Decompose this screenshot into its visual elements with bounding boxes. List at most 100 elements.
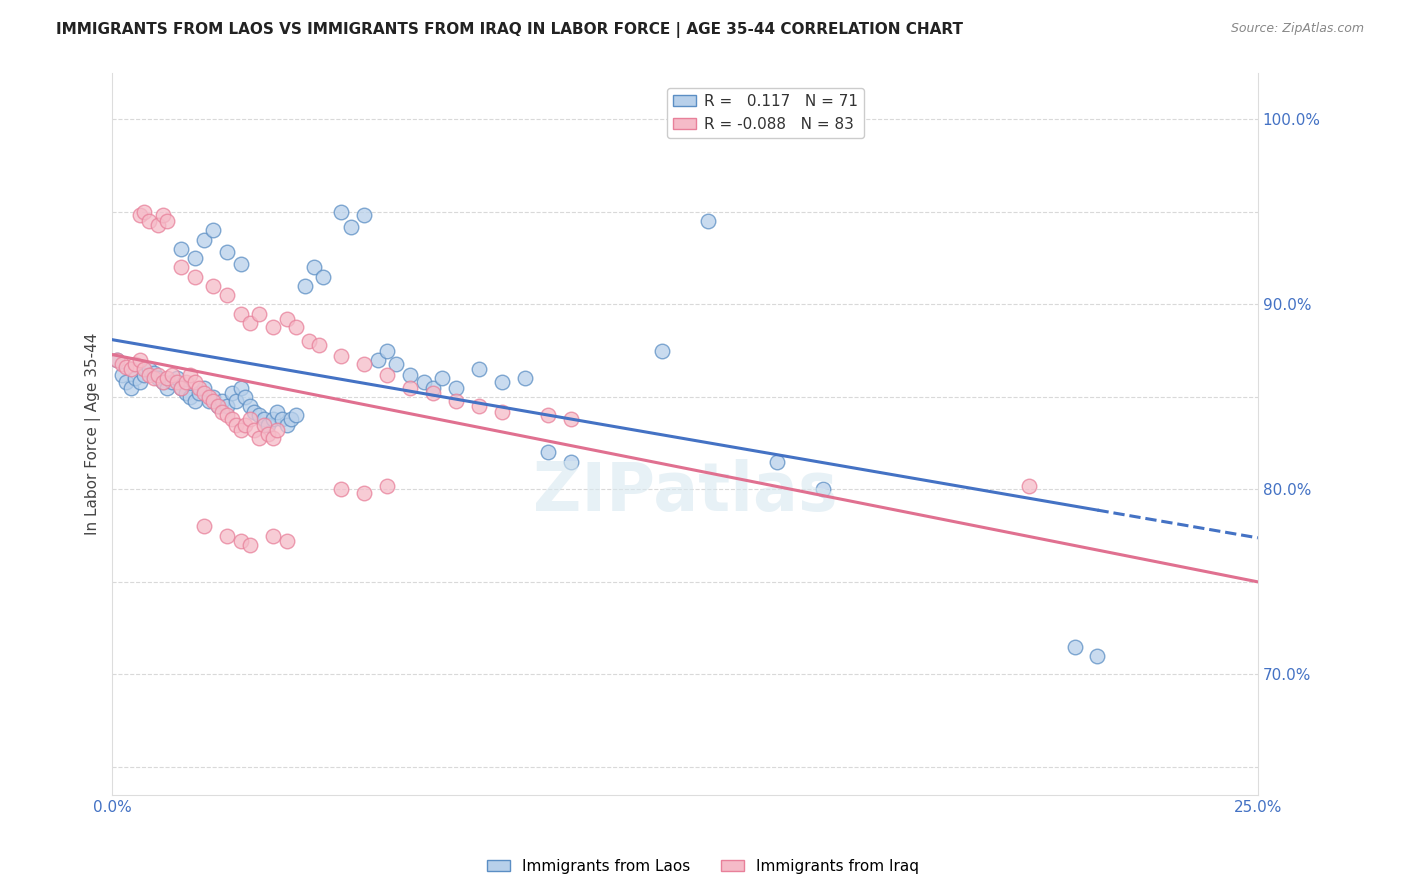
Point: [229, 423, 252, 437]
Point: [156, 371, 179, 385]
Point: [353, 486, 375, 500]
Point: [129, 375, 152, 389]
Point: [330, 483, 353, 497]
Point: [298, 334, 321, 349]
Point: [229, 307, 252, 321]
Point: [353, 209, 375, 223]
Point: [129, 209, 152, 223]
Point: [491, 404, 513, 418]
Point: [468, 362, 491, 376]
Point: [134, 204, 156, 219]
Point: [243, 404, 266, 418]
Point: [413, 375, 436, 389]
Point: [330, 204, 353, 219]
Point: [215, 288, 238, 302]
Point: [468, 399, 491, 413]
Point: [215, 409, 238, 423]
Point: [697, 214, 720, 228]
Point: [257, 426, 280, 441]
Point: [765, 454, 787, 468]
Point: [239, 316, 262, 330]
Point: [134, 362, 156, 376]
Point: [233, 417, 256, 432]
Point: [247, 431, 270, 445]
Point: [262, 431, 284, 445]
Point: [229, 381, 252, 395]
Point: [432, 371, 454, 385]
Point: [422, 381, 444, 395]
Point: [197, 393, 219, 408]
Point: [221, 386, 243, 401]
Point: [239, 538, 262, 552]
Point: [105, 352, 128, 367]
Point: [225, 393, 247, 408]
Point: [811, 483, 834, 497]
Point: [276, 312, 298, 326]
Point: [252, 417, 274, 432]
Point: [124, 357, 146, 371]
Point: [330, 349, 353, 363]
Point: [148, 368, 170, 382]
Point: [124, 371, 146, 385]
Point: [266, 423, 288, 437]
Point: [138, 368, 160, 382]
Point: [193, 519, 215, 533]
Point: [312, 269, 335, 284]
Point: [197, 390, 219, 404]
Point: [284, 409, 307, 423]
Point: [271, 412, 294, 426]
Point: [257, 417, 280, 432]
Point: [184, 375, 207, 389]
Point: [239, 399, 262, 413]
Point: [115, 375, 138, 389]
Point: [207, 399, 229, 413]
Point: [221, 412, 243, 426]
Point: [110, 368, 132, 382]
Point: [262, 528, 284, 542]
Point: [444, 393, 467, 408]
Point: [202, 278, 225, 293]
Point: [174, 375, 197, 389]
Point: [353, 357, 375, 371]
Text: Source: ZipAtlas.com: Source: ZipAtlas.com: [1230, 22, 1364, 36]
Point: [179, 368, 201, 382]
Point: [225, 417, 247, 432]
Point: [193, 233, 215, 247]
Point: [193, 381, 215, 395]
Point: [134, 368, 156, 382]
Point: [262, 319, 284, 334]
Point: [170, 381, 193, 395]
Point: [491, 375, 513, 389]
Y-axis label: In Labor Force | Age 35-44: In Labor Force | Age 35-44: [86, 333, 101, 535]
Point: [385, 357, 408, 371]
Point: [422, 386, 444, 401]
Point: [537, 409, 560, 423]
Point: [399, 381, 422, 395]
Point: [339, 219, 361, 234]
Point: [651, 343, 673, 358]
Point: [160, 375, 183, 389]
Point: [215, 528, 238, 542]
Point: [170, 260, 193, 275]
Point: [142, 371, 165, 385]
Point: [138, 362, 160, 376]
Point: [202, 390, 225, 404]
Point: [375, 368, 398, 382]
Point: [215, 245, 238, 260]
Point: [156, 214, 179, 228]
Point: [188, 386, 211, 401]
Point: [184, 251, 207, 265]
Point: [247, 307, 270, 321]
Text: ZIPatlas: ZIPatlas: [533, 458, 838, 524]
Point: [276, 417, 298, 432]
Point: [148, 371, 170, 385]
Point: [129, 352, 152, 367]
Point: [110, 357, 132, 371]
Point: [120, 381, 142, 395]
Point: [243, 423, 266, 437]
Point: [537, 445, 560, 459]
Point: [174, 386, 197, 401]
Point: [1063, 640, 1085, 654]
Text: IMMIGRANTS FROM LAOS VS IMMIGRANTS FROM IRAQ IN LABOR FORCE | AGE 35-44 CORRELAT: IMMIGRANTS FROM LAOS VS IMMIGRANTS FROM …: [56, 22, 963, 38]
Point: [513, 371, 536, 385]
